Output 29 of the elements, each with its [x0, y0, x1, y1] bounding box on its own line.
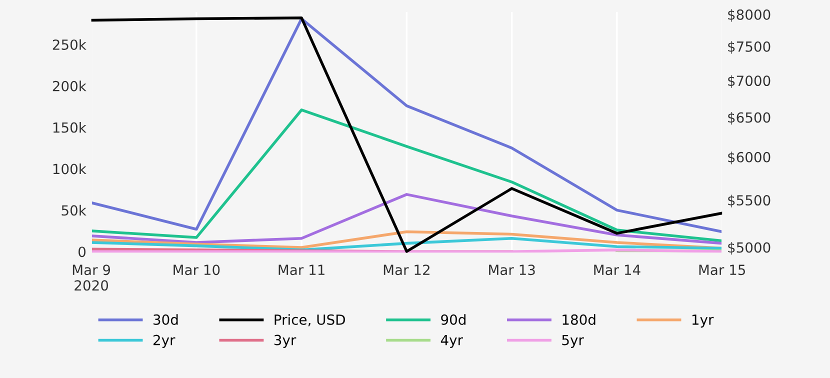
legend-label: 1yr	[692, 314, 714, 328]
legend-label: Price, USD	[274, 314, 345, 326]
y2-tick-label: $5500	[728, 194, 770, 208]
y2-tick-label: $5000	[728, 242, 770, 255]
y-tick-label: 50k	[62, 204, 86, 216]
y-tick-label: 100k	[53, 163, 86, 174]
legend-label: 5yr	[562, 334, 584, 348]
x-tick-label: Mar 9 2020	[72, 264, 110, 291]
legend-label: 90d	[441, 314, 466, 325]
legend-label: 3yr	[274, 334, 296, 348]
x-tick-label: Mar 12	[384, 264, 430, 276]
legend-label: 180d	[562, 314, 596, 325]
y2-tick-label: $7000	[728, 75, 770, 88]
y-tick-label: 200k	[52, 80, 86, 92]
legend-label: 2yr	[153, 334, 176, 348]
x-tick-label: Mar 15	[699, 264, 746, 276]
x-tick-label: Mar 10	[174, 264, 220, 276]
y2-tick-label: $6500	[728, 112, 770, 125]
y-tick-label: 250k	[52, 39, 86, 50]
y2-tick-label: $7500	[728, 41, 770, 54]
y-tick-label: 0	[78, 246, 86, 258]
x-tick-label: Mar 14	[594, 264, 640, 276]
y-tick-label: 150k	[53, 122, 86, 133]
x-tick-label: Mar 11	[278, 264, 324, 276]
legend-label: 4yr	[440, 334, 463, 348]
y2-tick-label: $6000	[728, 152, 770, 164]
y2-tick-label: $8000	[728, 9, 770, 22]
legend-label: 30d	[154, 314, 178, 325]
x-tick-label: Mar 13	[489, 264, 535, 276]
